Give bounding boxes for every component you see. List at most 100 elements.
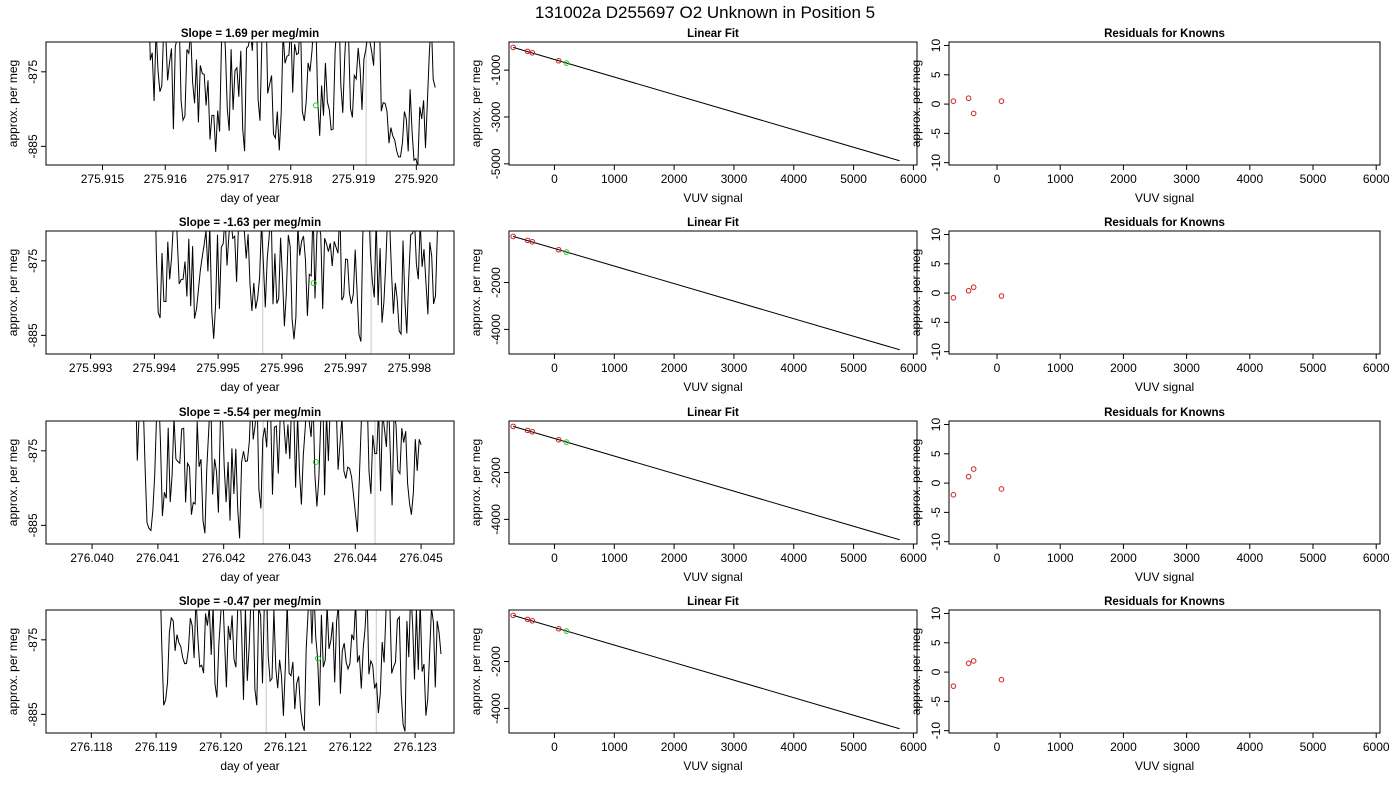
x-tick-label: 276.040 xyxy=(70,551,114,565)
panel-title: Linear Fit xyxy=(687,407,739,419)
panel-2-3: Residuals for Knowns 0 1000 2000 3000 4000 500… xyxy=(909,217,1390,394)
known-point xyxy=(998,98,1005,104)
x-tick-label: 5000 xyxy=(840,551,867,565)
y-tick-label: -875 xyxy=(26,438,40,462)
known-point xyxy=(965,660,972,667)
known-point xyxy=(950,294,957,301)
y-axis-label: approx. per meg xyxy=(6,60,20,147)
known-point xyxy=(510,44,516,51)
y-axis-label: approx. per meg xyxy=(469,60,483,147)
known-point xyxy=(970,110,977,117)
x-tick-label: 275.997 xyxy=(324,361,368,375)
x-axis-label: VUV signal xyxy=(683,570,742,584)
x-tick-label: 276.119 xyxy=(135,740,178,754)
known-point xyxy=(965,473,972,480)
plot-area xyxy=(155,231,438,342)
panel-2-1: Slope = -1.63 per meg/min 275.993 275.994 2… xyxy=(6,217,455,394)
plot-area xyxy=(510,44,900,162)
x-tick-label: 5000 xyxy=(1300,551,1327,565)
x-tick-label: 3000 xyxy=(1173,172,1200,186)
known-point xyxy=(965,95,972,102)
x-tick-label: 1000 xyxy=(1047,740,1074,754)
x-axis-label: VUV signal xyxy=(683,191,742,205)
y-tick-label: 5 xyxy=(929,639,943,646)
x-tick-label: 275.994 xyxy=(133,361,177,375)
x-tick-label: 275.995 xyxy=(196,361,240,375)
known-point xyxy=(998,486,1005,492)
known-point xyxy=(555,246,562,253)
x-tick-label: 5000 xyxy=(1300,740,1327,754)
plot-frame xyxy=(508,41,918,166)
x-tick-label: 0 xyxy=(994,740,1001,754)
x-axis-label: VUV signal xyxy=(1135,570,1194,584)
known-point xyxy=(998,293,1005,299)
panel-title: Slope = -5.54 per meg/min xyxy=(179,407,321,419)
x-tick-label: 0 xyxy=(551,551,558,565)
known-point xyxy=(555,625,562,632)
x-tick-label: 3000 xyxy=(1173,740,1200,754)
x-tick-label: 276.118 xyxy=(70,740,113,754)
x-axis-label: day of year xyxy=(220,380,279,394)
y-tick-label: 5 xyxy=(929,260,943,267)
x-tick-label: 0 xyxy=(994,361,1001,375)
x-tick-label: 6000 xyxy=(1363,551,1390,565)
x-axis-label: VUV signal xyxy=(1135,759,1194,773)
known-point xyxy=(529,428,536,435)
plot-area xyxy=(510,233,900,351)
panel-title: Residuals for Knowns xyxy=(1104,596,1225,608)
y-tick-label: -5 xyxy=(929,696,943,707)
known-point xyxy=(529,617,536,624)
panel-4-2: Linear Fit 0 1000 2000 3000 4000 5000 6000 -2000… xyxy=(469,596,927,773)
known-point xyxy=(529,49,536,56)
x-tick-label: 0 xyxy=(551,172,558,186)
panel-4-1: Slope = -0.47 per meg/min 276.118 276.119 2… xyxy=(6,596,455,773)
time-series-trace xyxy=(149,42,436,165)
unknown-point xyxy=(563,249,570,255)
x-tick-label: 1000 xyxy=(601,740,628,754)
panel-title: Slope = 1.69 per meg/min xyxy=(181,28,319,40)
x-axis-label: VUV signal xyxy=(1135,191,1194,205)
y-tick-label: -10 xyxy=(929,722,943,740)
x-tick-label: 275.998 xyxy=(388,361,432,375)
y-tick-label: -10 xyxy=(929,533,943,551)
y-tick-label: -885 xyxy=(26,702,40,726)
x-tick-label: 2000 xyxy=(661,361,688,375)
unknown-point xyxy=(563,628,570,634)
x-tick-label: 1000 xyxy=(1047,172,1074,186)
x-axis-label: VUV signal xyxy=(683,380,742,394)
plot-frame xyxy=(508,420,918,545)
plot-frame xyxy=(45,41,455,166)
unknown-point xyxy=(563,439,570,445)
y-tick-label: 5 xyxy=(929,71,943,78)
known-point xyxy=(950,98,957,104)
x-tick-label: 0 xyxy=(551,361,558,375)
y-tick-label: -2000 xyxy=(489,267,503,298)
y-axis-label: approx. per meg xyxy=(6,249,20,336)
x-tick-label: 275.916 xyxy=(144,172,188,186)
x-tick-label: 276.122 xyxy=(329,740,373,754)
panel-title: Residuals for Knowns xyxy=(1104,28,1225,40)
x-tick-label: 0 xyxy=(551,740,558,754)
x-tick-label: 1000 xyxy=(601,551,628,565)
x-tick-label: 6000 xyxy=(1363,361,1390,375)
fit-line xyxy=(513,46,900,162)
y-tick-label: -4000 xyxy=(489,693,503,724)
unknown-mean-point xyxy=(312,102,319,109)
known-point xyxy=(524,427,531,434)
panel-1-3: Residuals for Knowns 0 1000 2000 3000 4000 500… xyxy=(909,28,1390,205)
known-point xyxy=(950,683,957,689)
x-tick-label: 3000 xyxy=(721,740,748,754)
known-point xyxy=(950,492,957,498)
panel-3-1: Slope = -5.54 per meg/min 276.040 276.041 2… xyxy=(6,407,455,584)
known-point xyxy=(510,423,516,430)
x-tick-label: 275.915 xyxy=(81,172,125,186)
x-tick-label: 2000 xyxy=(1110,740,1137,754)
plot-area xyxy=(160,610,442,732)
x-tick-label: 3000 xyxy=(721,172,748,186)
plot-frame xyxy=(948,230,1381,355)
time-series-trace xyxy=(160,610,442,732)
y-axis-label: approx. per meg xyxy=(6,628,20,715)
known-point xyxy=(965,287,972,294)
y-tick-label: 10 xyxy=(929,418,943,432)
y-tick-label: -2000 xyxy=(489,457,503,488)
